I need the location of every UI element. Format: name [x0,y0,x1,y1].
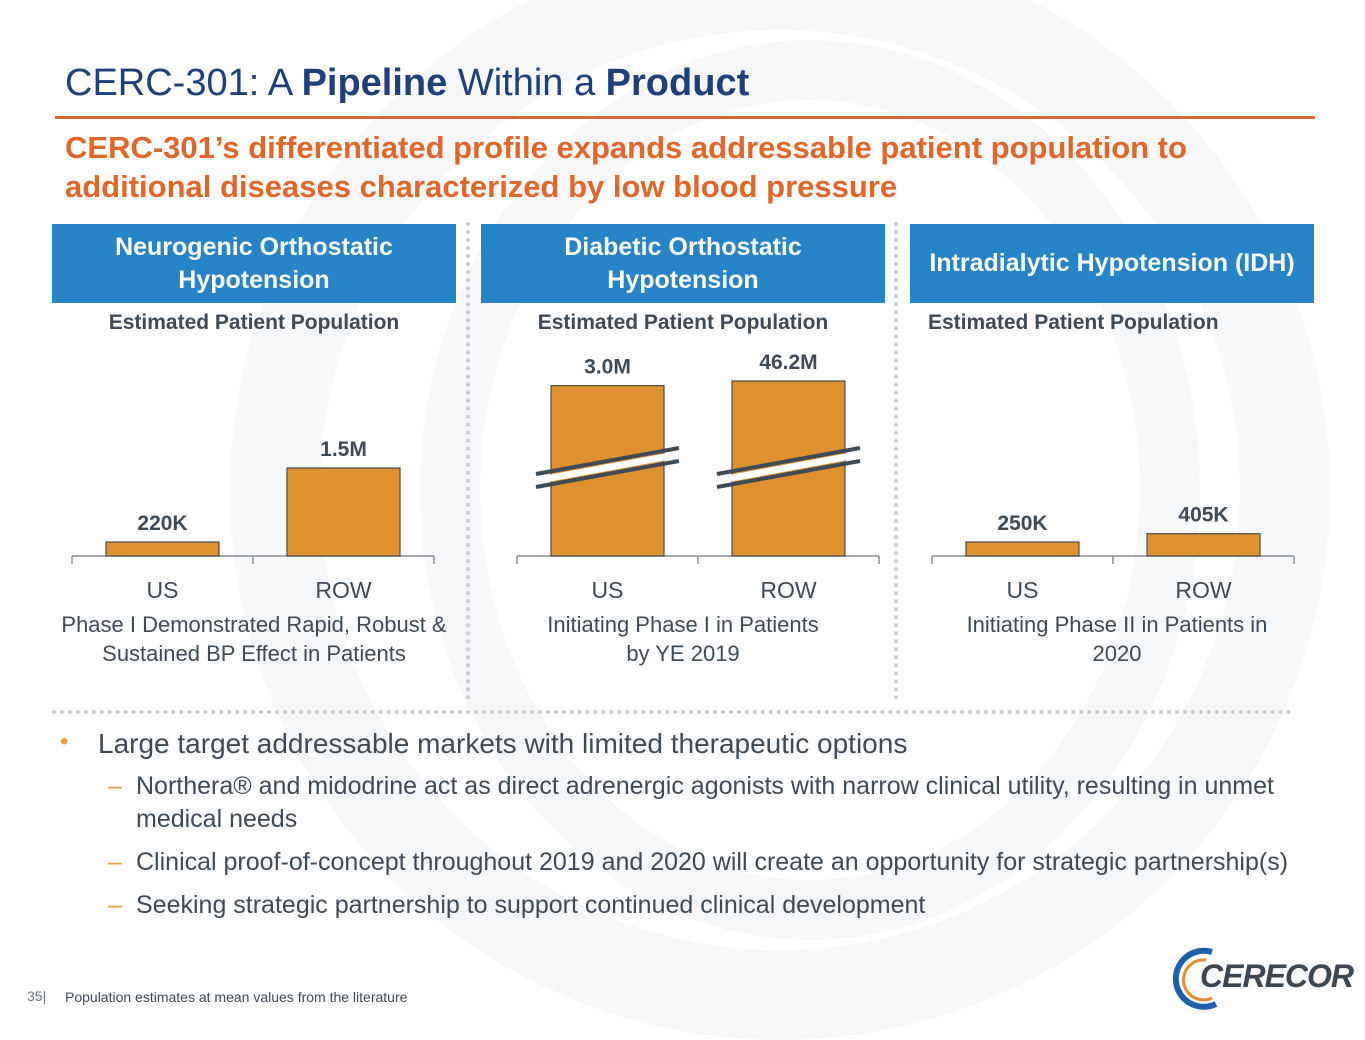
column-subheading: Estimated Patient Population [108,311,400,334]
data-label: 1.5M [320,438,367,461]
cerecor-logo: CERECOR [1172,946,1354,1010]
title-part: Pipeline [301,62,448,104]
page-number: 35| [27,988,47,1004]
bar-us [965,541,1080,557]
sub-bullet-text: Seeking strategic partnership to support… [136,891,926,919]
bar-row [1146,533,1261,557]
logo-text: CERECOR [1200,958,1354,994]
dash-icon: – [108,891,122,919]
logo-swoosh-icon [1172,947,1218,1010]
category-label: ROW [1175,577,1232,603]
sub-bullet-item: – Clinical proof-of-concept throughout 2… [108,846,1310,879]
column-subheading: Estimated Patient Population [537,311,829,334]
chart-note: Phase I Demonstrated Rapid, Robust & Sus… [61,612,447,666]
bullet-text: Large target addressable markets with li… [98,728,908,759]
footnote: Population estimates at mean values from… [65,989,408,1005]
chart-note: Initiating Phase I in Patients by YE 201… [547,612,819,666]
title-part: Within a [447,62,606,104]
column-subheading: Estimated Patient Population [928,311,1219,334]
axis-break-line [716,446,861,476]
chart-noh: 220K US 1.5M ROW [71,438,435,603]
column-divider [466,222,470,700]
sub-bullet-item: – Northera® and midodrine act as direct … [108,770,1310,836]
bullet-dot-icon: • [60,728,69,755]
data-label: 220K [137,512,187,535]
bullet-item: • Large target addressable markets with … [60,728,1310,760]
section-divider [52,710,1292,714]
category-label: ROW [315,577,372,603]
dash-icon: – [108,848,122,876]
title-divider [55,116,1315,119]
bullet-list: • Large target addressable markets with … [60,728,1310,922]
chart-doh: 3.0M US 46.2M ROW [516,351,880,603]
sub-bullet-item: – Seeking strategic partnership to suppo… [108,889,1310,922]
column-header: Intradialytic Hypotension (IDH) [910,224,1314,303]
category-label: US [147,577,179,603]
category-label: US [1007,577,1039,603]
chart-idh: 250K US 405K ROW [931,504,1295,603]
slide-title: CERC-301: A Pipeline Within a Product [65,62,749,105]
column-header: Diabetic Orthostatic Hypotension [481,224,885,303]
category-label: US [592,577,624,603]
column-idh: Intradialytic Hypotension (IDH) Estimate… [910,224,1314,335]
title-part: Product [605,62,750,104]
dash-icon: – [108,772,122,800]
slide-subtitle: CERC-301’s differentiated profile expand… [65,130,1187,204]
bar-row [286,467,401,557]
title-part: CERC-301: A [65,62,302,104]
column-noh: Neurogenic Orthostatic Hypotension Estim… [52,224,456,335]
sub-bullet-text: Clinical proof-of-concept throughout 201… [136,848,1289,876]
data-label: 46.2M [759,351,817,374]
axis-break-gap [537,451,678,484]
column-header: Neurogenic Orthostatic Hypotension [52,224,456,303]
axis-break-line [535,459,680,489]
axis-break-gap [718,451,859,484]
data-label: 250K [997,512,1047,535]
axis-break-line [716,459,861,489]
data-label: 405K [1178,504,1228,527]
column-divider [894,222,898,700]
axis-break-line [535,446,680,476]
column-doh: Diabetic Orthostatic Hypotension Estimat… [481,224,885,335]
data-label: 3.0M [584,356,631,379]
chart-note: Initiating Phase II in Patients in 2020 [966,612,1268,666]
category-label: ROW [760,577,817,603]
bar-us [105,541,220,557]
sub-bullet-text: Northera® and midodrine act as direct ad… [136,772,1274,833]
